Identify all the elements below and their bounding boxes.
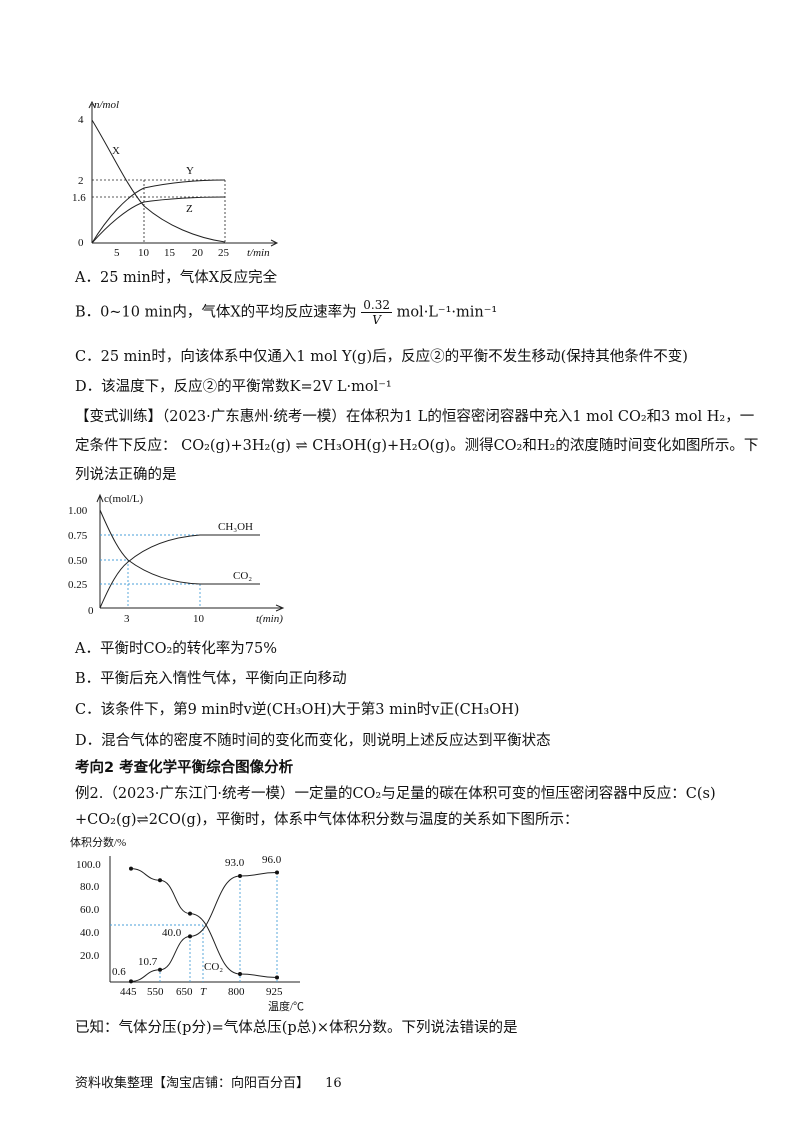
x-axis-label: t(min) [256,613,283,625]
y-axis-label: c(mol/L) [104,493,143,505]
section-title: 考向2 考查化学平衡综合图像分析 [75,760,294,776]
curve-co [130,872,278,982]
q1-option-b: B．0~10 min内，气体X的平均反应速率为 0.32 V mol·L⁻¹·mi… [75,298,497,327]
y-tick: 2 [78,175,84,187]
fraction: 0.32 V [361,298,392,327]
y-tick: 1.6 [72,192,86,204]
x-tick: 650 [176,986,193,998]
data-point [275,870,279,875]
curve-co2 [99,509,260,585]
curve-y [91,179,226,244]
footer: 资料收集整理【淘宝店铺：向阳百分百】 16 [75,1072,342,1091]
y-tick: 40.0 [80,927,100,939]
x-tick: T [200,986,207,998]
y-tick: 100.0 [76,859,101,871]
x-tick: 800 [228,986,245,998]
y-axis-arrow [88,100,96,109]
series-label-ch3oh: CH₃OH [218,521,253,533]
q1-option-d: D．该温度下，反应②的平衡常数K=2V L·mol⁻¹ [75,379,392,395]
variant-line-1: 【变式训练】（2023·广东惠州·统考一模）在体积为1 L的恒容密闭容器中充入1… [75,409,755,425]
y-axis-label: 体积分数/% [70,835,126,849]
q2-option-b: B．平衡后充入惰性气体，平衡向正向移动 [75,671,347,687]
q1-option-b-prefix: B．0~10 min内，气体X的平均反应速率为 [75,304,357,321]
y-tick: 80.0 [80,881,100,893]
q2-option-a: A．平衡时CO₂的转化率为75% [75,641,277,657]
chart-volume-fraction-vs-temperature: 体积分数/% 100.0 80.0 60.0 40.0 20.0 445 550… [70,835,304,1012]
data-label: 93.0 [225,857,245,869]
curve-label-z: Z [186,203,193,215]
curve-co2 [130,868,278,978]
x-axis-arrow [275,604,285,612]
chart-n-vs-t: n/mol 4 2 1.6 0 5 10 15 20 25 t/min X Y … [72,99,279,258]
y-tick: 0 [88,605,94,617]
x-tick: 20 [192,247,204,258]
chart-c-vs-t: c(mol/L) 1.00 0.75 0.50 0.25 0 3 10 t(mi… [68,493,285,625]
x-tick: 25 [218,247,230,258]
x-tick: 10 [193,613,205,625]
data-point [158,878,162,883]
y-tick: 0.25 [68,579,88,591]
y-tick: 1.00 [68,505,88,517]
y-tick: 4 [78,114,84,126]
footer-source: 资料收集整理【淘宝店铺：向阳百分百】 [75,1076,310,1091]
data-label: 0.6 [112,966,126,978]
data-label: 10.7 [138,956,158,968]
data-point [188,934,192,939]
q2-option-c: C．该条件下，第9 min时v逆(CH₃OH)大于第3 min时v正(CH₃OH… [75,702,520,718]
x-tick: 10 [138,247,150,258]
series-label-co2: CO₂ [233,570,252,582]
x-tick: 925 [266,986,283,998]
fraction-numerator: 0.32 [361,298,392,313]
x-axis-arrow [270,239,279,247]
q1-option-a: A．25 min时，气体X反应完全 [75,270,278,286]
page-number: 16 [325,1076,342,1091]
y-axis-label: n/mol [94,99,119,111]
data-point [275,975,279,980]
fraction-denominator: V [372,313,381,327]
curve-x [91,119,226,243]
data-point [188,911,192,916]
y-tick: 0.50 [68,555,88,567]
y-tick: 20.0 [80,950,100,962]
x-tick: 445 [120,986,137,998]
q2-option-d: D．混合气体的密度不随时间的变化而变化，则说明上述反应达到平衡状态 [75,733,551,749]
data-point [238,873,242,878]
data-label: 40.0 [162,927,182,939]
y-tick: 0 [78,237,84,249]
y-axis-arrow [96,493,104,503]
data-point [158,967,162,972]
x-axis-label: t/min [247,247,270,258]
curve-z [91,196,226,244]
curve-ch3oh [99,534,260,609]
example-line-1: 例2.（2023·广东江门·统考一模）一定量的CO₂与足量的碳在体积可变的恒压密… [75,786,716,802]
variant-line-3: 列说法正确的是 [75,467,177,483]
known-statement: 已知：气体分压(p分)=气体总压(p总)×体积分数。下列说法错误的是 [75,1020,518,1036]
x-tick: 3 [124,613,130,625]
x-tick: 550 [147,986,164,998]
curve-label-y: Y [186,165,194,177]
y-tick: 0.75 [68,530,88,542]
x-tick: 5 [114,247,120,258]
q1-option-b-unit: mol·L⁻¹·min⁻¹ [396,304,498,321]
data-point [129,866,133,871]
data-point [129,979,133,984]
data-label: 96.0 [262,854,282,866]
curve-label-x: X [112,145,120,157]
x-axis-label: 温度/℃ [268,999,304,1012]
example-line-2: +CO₂(g)⇌2CO(g)，平衡时，体系中气体体积分数与温度的关系如下图所示： [75,812,579,828]
variant-line-2: 定条件下反应： CO₂(g)+3H₂(g) ⇌ CH₃OH(g)+H₂O(g)。… [75,438,759,454]
x-tick: 15 [164,247,176,258]
series-label-co2: CO₂ [204,961,223,973]
y-tick: 60.0 [80,904,100,916]
data-point [238,972,242,977]
q1-option-c: C．25 min时，向该体系中仅通入1 mol Y(g)后，反应②的平衡不发生移… [75,349,688,365]
